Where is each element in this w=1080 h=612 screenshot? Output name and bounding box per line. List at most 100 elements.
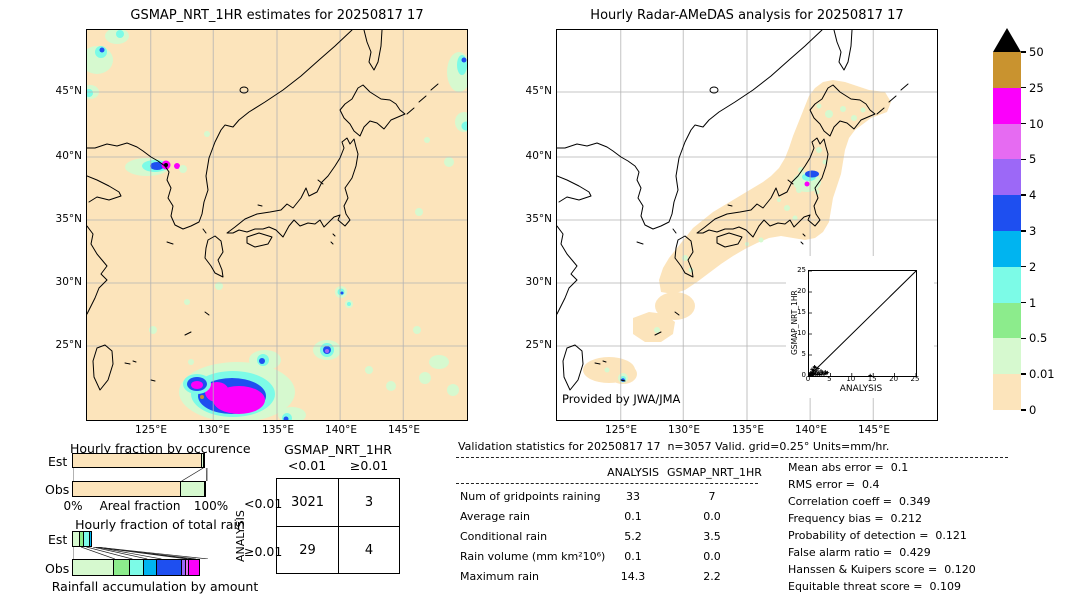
colorbar-segment <box>993 195 1021 231</box>
stats-value: 7 <box>708 490 716 503</box>
stats-row-label: Rain volume (mm km²10⁶) <box>460 550 606 563</box>
metric: Mean abs error = 0.1 <box>788 461 909 474</box>
row-label-est: Est <box>48 532 68 547</box>
bar-connectors <box>73 547 208 559</box>
contingency-cell: 3021 <box>290 495 325 510</box>
inset-x-tick: 15 <box>867 375 877 383</box>
stats-value: 3.5 <box>703 530 721 543</box>
row-label-est: Est <box>48 454 68 469</box>
stats-value: 0.0 <box>703 510 721 523</box>
right-map-lat-tick: 35°N <box>525 213 552 225</box>
contingency-table: GSMAP_NRT_1HR <0.01 ≥0.01 ANALYSIS <0.01… <box>234 440 436 612</box>
right-map-title: Hourly Radar-AMeDAS analysis for 2025081… <box>590 8 904 23</box>
stats-value: 14.3 <box>620 570 646 583</box>
inset-x-tick: 20 <box>889 375 899 383</box>
metric: Equitable threat score = 0.109 <box>788 580 961 593</box>
stats-title: Validation statistics for 20250817 17 n=… <box>458 440 890 453</box>
inset-x-tick: 5 <box>827 375 832 383</box>
bar-segment <box>203 453 206 468</box>
bar-segment <box>156 559 183 576</box>
chart-title: Hourly fraction by occurence <box>70 441 251 456</box>
left-map-lon-tick: 145°E <box>388 424 420 436</box>
colorbar-segment <box>993 87 1021 124</box>
x-max-label: 100% <box>193 499 229 513</box>
row-label-obs: Obs <box>45 561 70 576</box>
inset-y-axis-label: GSMAP_NRT_1HR <box>790 290 799 355</box>
inset-scatter: GSMAP_NRT_1HR 0 5 10 15 20 25 0 5 10 15 20 25 ANAL… <box>786 256 934 398</box>
colorbar-segments <box>993 52 1021 410</box>
colorbar-segment <box>993 123 1021 160</box>
inset-y-tick: 0 <box>801 371 806 379</box>
coastlines <box>557 30 909 391</box>
colorbar-segment <box>993 374 1021 410</box>
one-to-one-line <box>809 271 916 376</box>
colorbar-tick-label: 10 <box>1021 117 1044 131</box>
colorbar-tick-label: 3 <box>1021 224 1036 238</box>
bar-segment <box>179 481 205 497</box>
metric: False alarm ratio = 0.429 <box>788 546 931 559</box>
stats-value: 2.2 <box>703 570 721 583</box>
divider <box>456 457 1008 458</box>
totalrain-chart: Hourly fraction of total rain Est Obs Ra… <box>40 517 270 599</box>
stats-col-header: ANALYSIS <box>607 466 659 479</box>
row-label-obs: Obs <box>45 482 70 497</box>
stats-col-header: GSMAP_NRT_1HR <box>667 466 762 479</box>
bar-segment <box>187 559 200 576</box>
colorbar: 50 25 10 5 4 3 2 1 0.5 0.01 0 <box>986 28 1080 420</box>
coastlines <box>87 30 439 391</box>
left-map-precip-blobs <box>87 30 467 420</box>
right-map-precip-blobs <box>604 103 866 383</box>
stats-value: 0.1 <box>624 510 642 523</box>
x-min-label: 0% <box>63 499 83 513</box>
colorbar-tick-label: 4 <box>1021 188 1036 202</box>
stats-row-label: Conditional rain <box>460 530 548 543</box>
bar-segment <box>88 531 92 547</box>
inset-y-tick: 5 <box>801 350 806 358</box>
right-map-lon-tick: 125°E <box>605 424 637 436</box>
stats-value: 33 <box>626 490 640 503</box>
bar-segment <box>203 481 206 497</box>
credit-text: Provided by JWA/JMA <box>562 392 681 406</box>
colorbar-tick-label: 25 <box>1021 81 1044 95</box>
obs-bar <box>72 481 208 497</box>
stats-value: 0.1 <box>624 550 642 563</box>
colorbar-segment <box>993 266 1021 303</box>
stats-row-label: Average rain <box>460 510 530 523</box>
contingency-cell: 4 <box>338 526 399 573</box>
colorbar-tick-label: 0.01 <box>1021 367 1055 381</box>
contingency-col-label: ≥0.01 <box>349 458 389 473</box>
colorbar-tick-label: 5 <box>1021 152 1036 166</box>
colorbar-segment <box>993 338 1021 375</box>
est-bar <box>72 531 208 547</box>
left-map-lat-tick: 30°N <box>55 276 82 288</box>
metric: Correlation coeff = 0.349 <box>788 495 931 508</box>
right-map-lat-tick: 40°N <box>525 150 552 162</box>
x-axis-label: Areal fraction <box>99 499 181 513</box>
right-map-lat-tick: 45°N <box>525 85 552 97</box>
bar-segment <box>72 481 181 497</box>
inset-x-axis-label: ANALYSIS <box>839 384 883 394</box>
right-map-lon-tick: 140°E <box>795 424 827 436</box>
bar-connectors <box>73 468 208 481</box>
left-map-lon-tick: 130°E <box>198 424 230 436</box>
colorbar-tick-label: 0 <box>1021 403 1036 417</box>
colorbar-tick-label: 50 <box>1021 45 1044 59</box>
stats-value: 5.2 <box>624 530 642 543</box>
bar-segment <box>72 559 114 576</box>
inset-x-tick: 0 <box>805 375 811 383</box>
colorbar-segment <box>993 159 1021 196</box>
inset-plot-area <box>808 270 917 377</box>
contingency-row-label: <0.01 <box>244 496 283 511</box>
est-bar <box>72 453 208 468</box>
metric: Frequency bias = 0.212 <box>788 512 923 525</box>
right-map-lat-tick: 30°N <box>525 276 552 288</box>
right-map-lon-tick: 145°E <box>858 424 890 436</box>
contingency-row-label: ≥0.01 <box>244 544 283 559</box>
occurrence-chart: Hourly fraction by occurence Est Obs 0% … <box>40 441 251 515</box>
colorbar-tick-label: 1 <box>1021 296 1036 310</box>
colorbar-segment <box>993 302 1021 339</box>
left-map <box>86 29 468 421</box>
contingency-grid: 3021 3 29 4 <box>276 478 400 574</box>
colorbar-ticks: 50 25 10 5 4 3 2 1 0.5 0.01 0 <box>1021 45 1077 417</box>
